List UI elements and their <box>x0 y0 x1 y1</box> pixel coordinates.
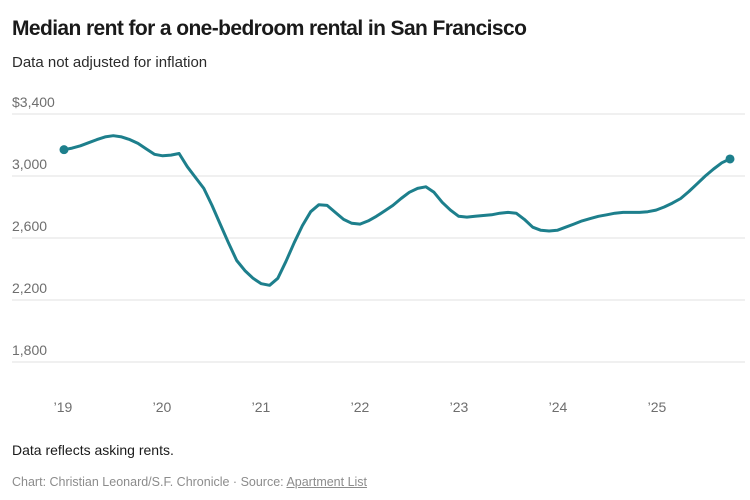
credit-line: Chart: Christian Leonard/S.F. Chronicle … <box>12 475 367 489</box>
y-axis-label: 2,600 <box>12 218 47 234</box>
endpoint-dot <box>59 145 69 155</box>
y-axis-label: 3,000 <box>12 156 47 172</box>
x-axis-label: ’22 <box>351 399 370 415</box>
footnote: Data reflects asking rents. <box>12 442 174 458</box>
x-axis-label: ’21 <box>252 399 271 415</box>
credit-text: Chart: Christian Leonard/S.F. Chronicle … <box>12 475 287 489</box>
endpoint-dot <box>725 154 735 164</box>
source-link[interactable]: Apartment List <box>286 475 368 489</box>
chart-title: Median rent for a one-bedroom rental in … <box>12 17 527 40</box>
x-axis-label: ’25 <box>648 399 667 415</box>
x-axis-label: ’20 <box>153 399 172 415</box>
y-axis-label: $3,400 <box>12 94 55 110</box>
chart-subtitle: Data not adjusted for inflation <box>12 54 208 71</box>
y-axis-label: 2,200 <box>12 280 47 296</box>
x-axis-label: ’24 <box>549 399 568 415</box>
x-axis-label: ’23 <box>450 399 469 415</box>
x-axis-label: ’19 <box>54 399 73 415</box>
rent-line <box>62 134 732 287</box>
y-axis-label: 1,800 <box>12 342 47 358</box>
